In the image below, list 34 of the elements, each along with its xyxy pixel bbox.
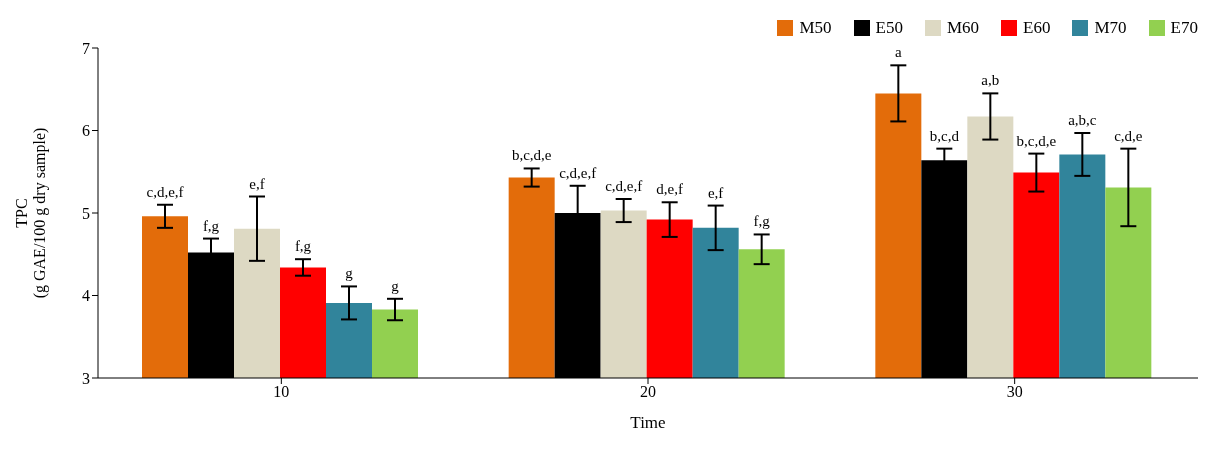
data-label: a [895, 44, 902, 61]
data-label: c,d,e,f [605, 177, 643, 194]
x-axis-title: Time [630, 413, 666, 432]
data-label: g [391, 277, 400, 294]
y-tick-label: 6 [82, 122, 90, 140]
data-label: b,c,d [929, 127, 960, 144]
y-tick-label: 3 [82, 369, 90, 387]
y-axis-title: TPC (g GAE/100 g dry sample) [13, 127, 49, 299]
y-tick-label: 7 [82, 39, 90, 57]
data-label: d,e,f [656, 181, 683, 198]
data-label: f,g [202, 217, 220, 234]
x-tick-label: 10 [273, 383, 290, 401]
x-tick-label: 30 [1006, 383, 1023, 401]
data-label: f,g [294, 238, 312, 255]
data-label: a,b [981, 72, 1000, 89]
data-label: c,d,e [1114, 127, 1143, 144]
legend-label: E60 [1023, 18, 1051, 38]
data-label: b,c,d,e [1016, 132, 1057, 149]
data-label: c,d,e,f [146, 183, 184, 200]
y-tick-label: 5 [82, 204, 90, 222]
data-label: c,d,e,f [559, 164, 597, 181]
legend-label: M50 [799, 18, 832, 38]
data-label: a,b,c [1068, 111, 1097, 128]
legend-label: M70 [1094, 18, 1127, 38]
legend-label: E70 [1170, 18, 1198, 38]
data-label: e,f [707, 184, 724, 201]
data-label: b,c,d,e [511, 147, 552, 164]
legend-label: E50 [875, 18, 903, 38]
x-tick-label: 20 [640, 383, 656, 401]
data-label: e,f [249, 175, 265, 192]
data-label: g [345, 265, 354, 282]
legend-label: M60 [946, 18, 980, 38]
y-tick-label: 4 [82, 287, 90, 305]
data-label: f,g [753, 213, 771, 230]
